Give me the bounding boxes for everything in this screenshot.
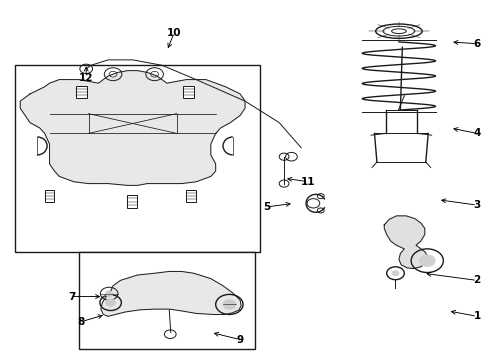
Text: 5: 5 [263, 202, 270, 212]
Polygon shape [101, 271, 241, 316]
Text: 1: 1 [473, 311, 481, 321]
Text: 10: 10 [167, 28, 181, 38]
Text: 11: 11 [301, 177, 316, 187]
Circle shape [106, 299, 116, 306]
Polygon shape [20, 71, 245, 185]
Text: 2: 2 [473, 275, 481, 285]
Text: 8: 8 [78, 317, 85, 327]
Text: 12: 12 [79, 73, 94, 83]
Text: 7: 7 [68, 292, 75, 302]
Bar [15, 65, 260, 252]
Text: 3: 3 [473, 200, 481, 210]
Bar [186, 190, 196, 202]
Circle shape [392, 271, 399, 276]
Text: 9: 9 [237, 334, 244, 345]
Circle shape [223, 300, 236, 309]
Bar [76, 86, 87, 98]
Text: 6: 6 [473, 39, 481, 49]
Polygon shape [384, 216, 428, 269]
Bar [183, 86, 194, 98]
Bar [45, 190, 54, 202]
Bar [79, 252, 255, 348]
Circle shape [419, 255, 435, 266]
Text: 4: 4 [473, 129, 481, 138]
Circle shape [105, 291, 113, 297]
Bar [127, 195, 137, 208]
